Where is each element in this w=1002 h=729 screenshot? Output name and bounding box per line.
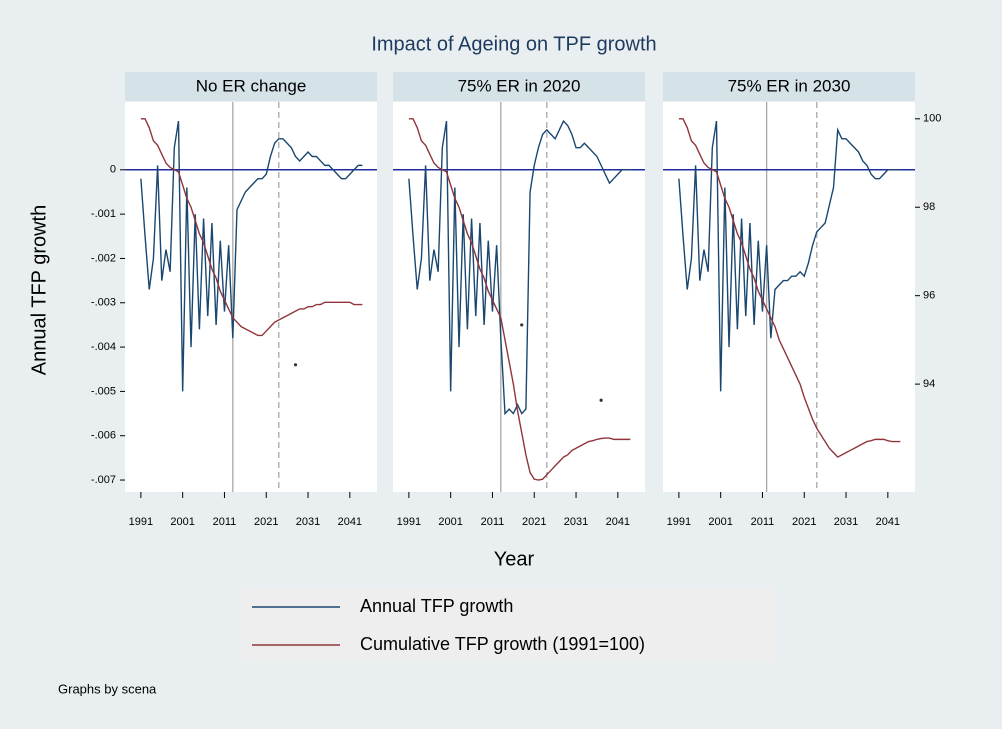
- x-axis-label: Year: [494, 548, 535, 570]
- x-tick-label: 2041: [338, 516, 362, 528]
- chart-title: Impact of Ageing on TPF growth: [371, 33, 656, 55]
- x-tick-label: 2021: [792, 516, 816, 528]
- x-tick-label: 2001: [170, 516, 194, 528]
- series-line: [140, 118, 363, 337]
- plot-area: [125, 102, 377, 492]
- x-tick-label: 2001: [438, 516, 462, 528]
- x-tick-label: 2011: [751, 516, 775, 528]
- x-tick-label: 2011: [481, 516, 505, 528]
- panel-title: 75% ER in 2020: [458, 76, 581, 95]
- series-line: [140, 120, 363, 392]
- y-tick-label: -.005: [91, 385, 116, 397]
- legend-label: Annual TFP growth: [360, 596, 513, 616]
- x-tick-label: 2021: [254, 516, 278, 528]
- panel-title: No ER change: [196, 76, 307, 95]
- panel-header: [663, 72, 915, 101]
- y-tick-label: -.002: [91, 252, 116, 264]
- x-tick-label: 2031: [834, 516, 858, 528]
- y-tick-label: -.001: [91, 208, 116, 220]
- panel-header: [125, 72, 377, 101]
- x-tick-label: 2011: [213, 516, 237, 528]
- note: Graphs by scena: [58, 681, 157, 696]
- y-tick-label: -.006: [91, 430, 116, 442]
- y-tick-label: -.003: [91, 297, 116, 309]
- x-tick-label: 2031: [564, 516, 588, 528]
- series-line: [408, 118, 631, 481]
- legend-box: [243, 587, 775, 662]
- x-tick-label: 1991: [667, 516, 691, 528]
- x-tick-label: 1991: [129, 516, 153, 528]
- panel-header: [393, 72, 645, 101]
- point: [520, 323, 524, 327]
- plot-area: [393, 102, 645, 492]
- y-tick-label: 0: [110, 164, 116, 176]
- x-tick-label: 2021: [522, 516, 546, 528]
- legend-label: Cumulative TFP growth (1991=100): [360, 634, 645, 654]
- y2-tick-label: 98: [923, 201, 935, 213]
- y2-tick-label: 100: [923, 113, 941, 125]
- y2-tick-label: 96: [923, 290, 935, 302]
- x-tick-label: 2031: [296, 516, 320, 528]
- x-tick-label: 2041: [606, 516, 630, 528]
- series-line: [678, 118, 901, 458]
- y-tick-label: -.004: [91, 341, 116, 353]
- panel-title: 75% ER in 2030: [728, 76, 851, 95]
- x-tick-label: 2041: [876, 516, 900, 528]
- series-line: [408, 119, 631, 416]
- plot-area: [663, 102, 915, 492]
- point: [599, 398, 603, 402]
- x-tick-label: 1991: [397, 516, 421, 528]
- series-line: [678, 120, 901, 392]
- y2-tick-label: 94: [923, 378, 935, 390]
- x-tick-label: 2001: [708, 516, 732, 528]
- point: [293, 363, 298, 367]
- y-axis-label: Annual TFP growth: [28, 205, 50, 375]
- y-tick-label: -.007: [91, 474, 116, 486]
